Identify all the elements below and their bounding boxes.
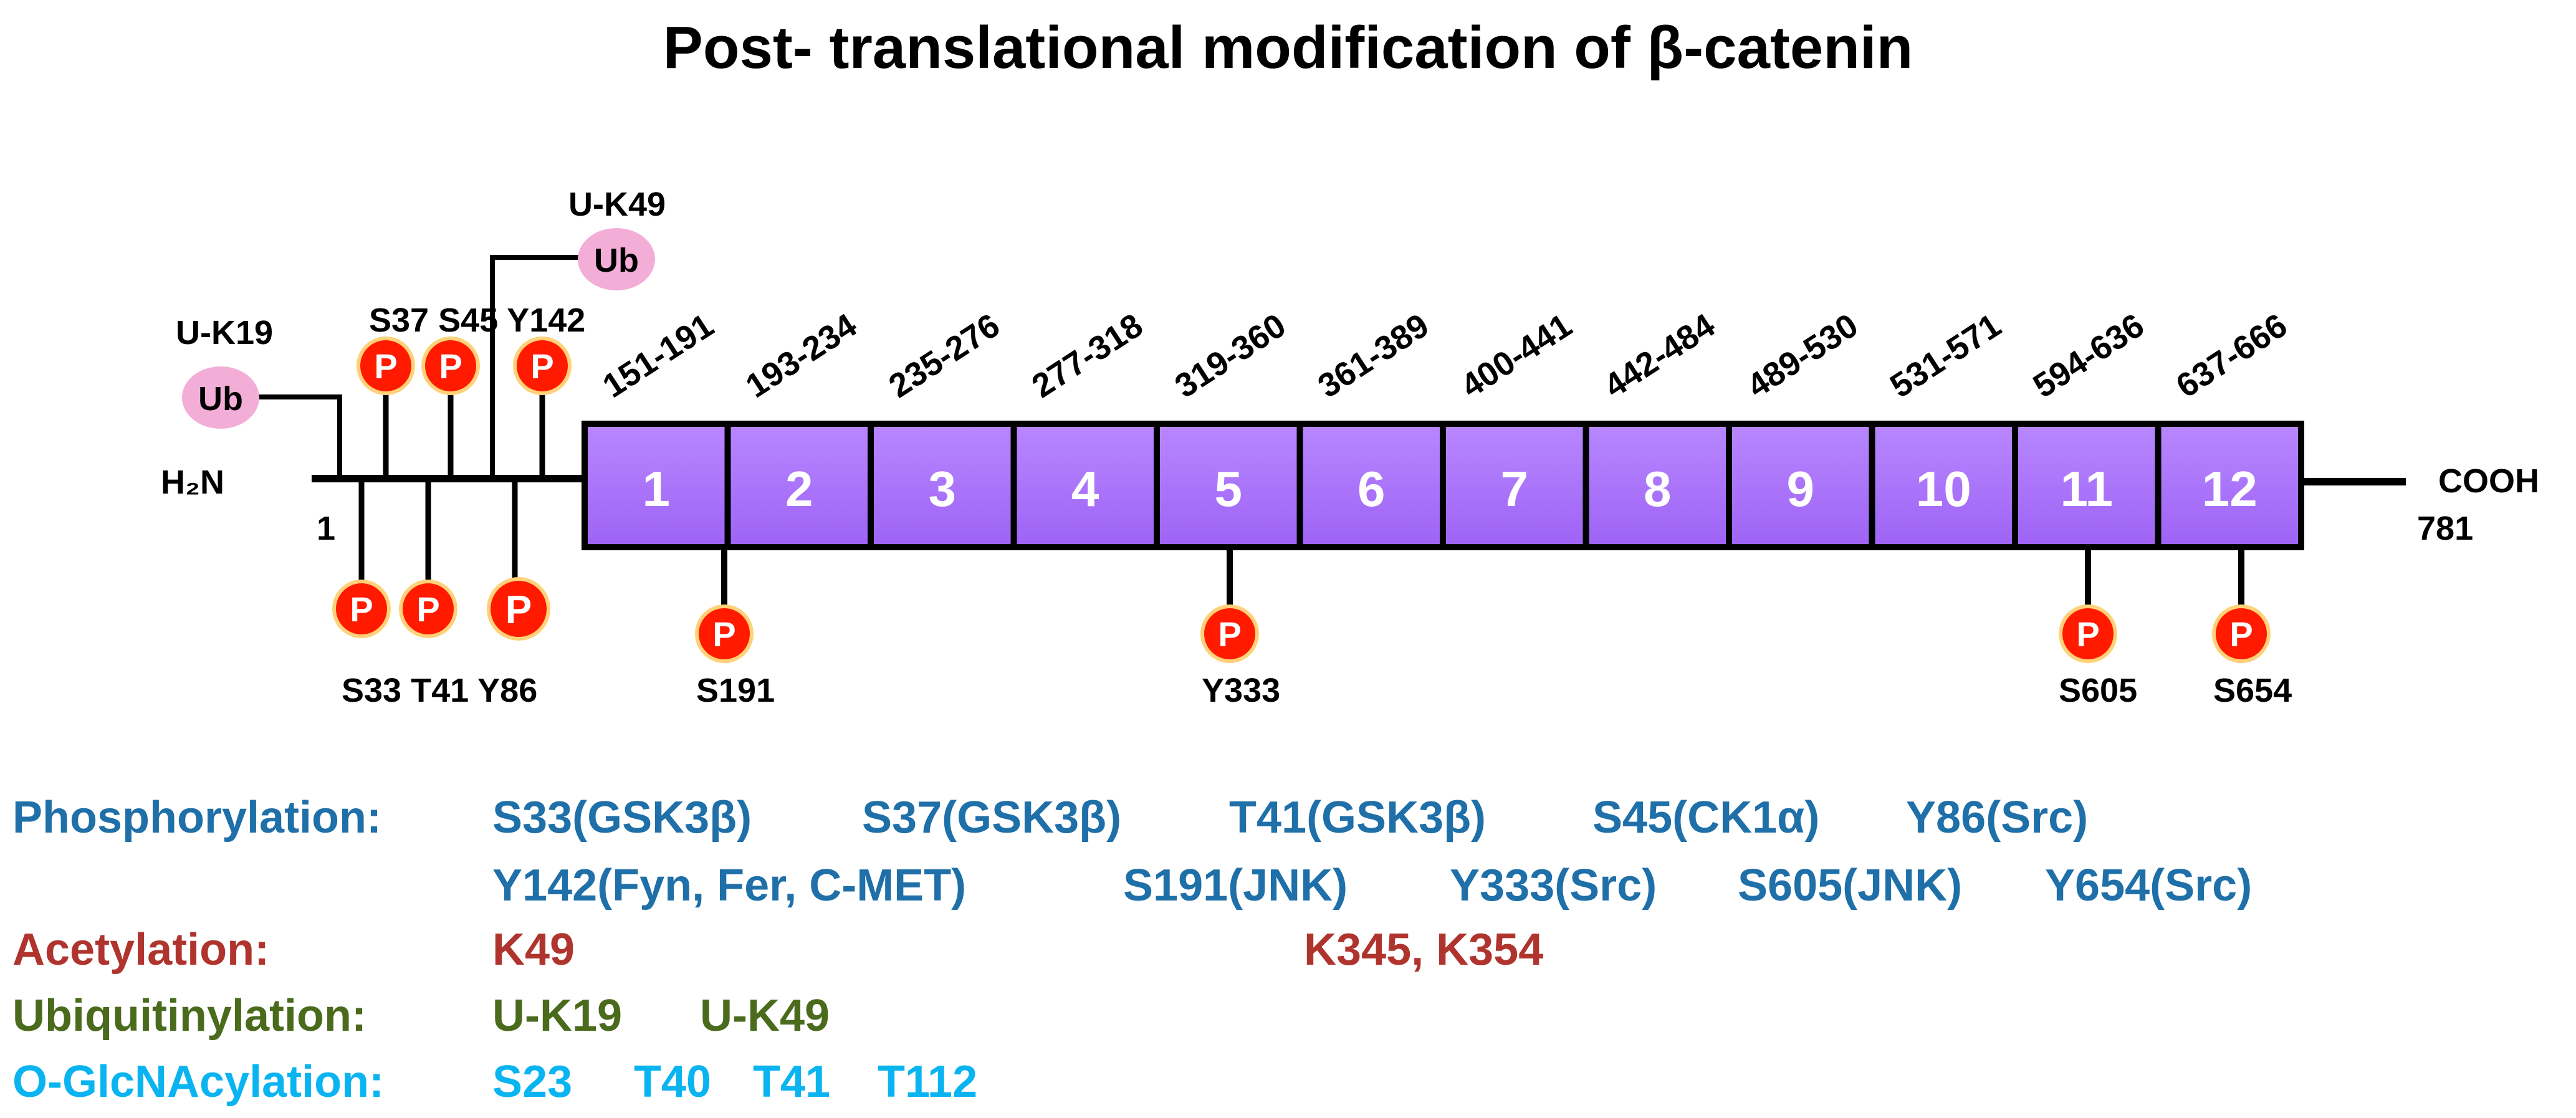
phospho-marker-s45: P [421,337,480,395]
ub-marker-text: Ub [198,380,243,418]
domain-range-11: 594-636 [2027,307,2151,405]
phospho-marker-t41: P [399,580,457,638]
label-s605: S605 [2059,672,2137,709]
domain-number-1: 1 [643,461,671,517]
domain-range-2: 193-234 [739,307,863,405]
label-uk49: U-K49 [568,186,666,223]
domain-number-8: 8 [1644,461,1672,517]
phospho-letter: P [374,346,397,386]
domain-box-1 [582,421,731,550]
armadillo-repeats: 1 151-191 2 193-234 3 235-276 4 277-318 5 319-360… [582,307,2304,550]
legend-acetylation-item: K345, K354 [1304,925,1544,975]
ub-marker-k19: Ub [182,366,259,429]
domain-range-10: 531-571 [1884,307,2008,405]
domain-number-12: 12 [2202,461,2258,517]
domain-range-12: 637-666 [2170,307,2294,405]
diagram-title: Post- translational modification of β-ca… [663,14,1913,81]
phospho-letter: P [350,590,373,629]
phospho-letter: P [416,590,439,629]
phospho-marker-s33: P [332,580,391,638]
legend-phospho-item: S191(JNK) [1123,861,1348,910]
phospho-marker-s191: P [695,604,754,663]
phospho-letter: P [2076,614,2099,654]
legend-phospho-item: Y333(Src) [1450,861,1657,910]
phospho-marker-s654: P [2212,604,2271,663]
phospho-letter: P [2229,614,2253,654]
domain-number-9: 9 [1787,461,1815,517]
legend-glcnac-item: S23 [492,1057,573,1107]
phospho-marker-y86: P [487,577,550,641]
legend-ubiquitinylation-item: U-K19 [492,991,623,1041]
ub-marker-k49: Ub [578,228,655,290]
label-s654: S654 [2213,672,2292,709]
ub-marker-text: Ub [594,242,639,279]
domain-box-8 [1582,421,1732,550]
domain-box-10 [1869,421,2018,550]
legend-phospho-item: Y654(Src) [2045,861,2253,910]
phospho-letter: P [1218,614,1241,654]
legend-phospho-item: S45(CK1α) [1592,793,1820,843]
label-s191: S191 [696,672,775,709]
legend-glcnac-item: T41 [753,1057,831,1107]
domain-box-3 [868,421,1017,550]
legend-phospho-item: S33(GSK3β) [492,793,752,843]
domain-number-2: 2 [785,461,813,517]
connector-uk19 [236,394,342,479]
domain-range-3: 235-276 [883,307,1007,405]
domain-number-3: 3 [929,461,957,517]
legend-glcnac-item: T40 [634,1057,712,1107]
domain-box-7 [1440,421,1589,550]
connector-uk49 [490,255,588,479]
domain-range-9: 489-530 [1741,307,1865,405]
domain-range-8: 442-484 [1597,307,1721,405]
domain-number-6: 6 [1357,461,1386,517]
domain-range-1: 151-191 [596,307,721,405]
legend-phospho-item: Y86(Src) [1906,793,2089,843]
legend-phospho-item: S605(JNK) [1738,861,1963,910]
domain-number-7: 7 [1501,461,1529,517]
label-y333: Y333 [1202,672,1280,709]
legend-acetylation-label: Acetylation: [12,925,270,975]
domain-number-10: 10 [1916,461,1971,517]
domain-range-5: 319-360 [1169,307,1293,405]
domain-range-7: 400-441 [1455,307,1579,405]
label-top-phospho-sites: S37 S45 Y142 [369,302,585,339]
c-terminal-label: COOH [2438,462,2539,500]
legend-acetylation-item: K49 [492,925,575,975]
phospho-marker-y142: P [513,337,572,395]
domain-range-4: 277-318 [1025,307,1149,405]
domain-number-4: 4 [1071,461,1099,517]
legend-phospho-item: Y142(Fyn, Fer, C-MET) [492,861,967,910]
domain-number-11: 11 [2060,461,2113,517]
n-terminal-label: H₂N [161,464,224,501]
domain-number-5: 5 [1215,461,1243,517]
phospho-letter: P [505,587,532,632]
phospho-letter: P [530,346,553,386]
domain-box-9 [1726,421,1875,550]
n-terminal-position: 1 [317,510,335,547]
legend-ubiquitinylation-item: U-K49 [700,991,830,1041]
phospho-marker-s605: P [2059,604,2117,663]
phospho-marker-s37: P [357,337,415,395]
legend-ubiquitinylation-label: Ubiquitinylation: [12,991,366,1041]
domain-range-6: 361-389 [1311,307,1435,405]
label-bottom-n-sites: S33 T41 Y86 [342,672,537,709]
legend-phosphorylation-label: Phosphorylation: [12,793,381,843]
domain-box-12 [2155,421,2304,550]
phospho-marker-y333: P [1200,604,1259,663]
phospho-letter: P [712,614,735,654]
label-uk19: U-K19 [176,314,273,351]
legend-phospho-item: S37(GSK3β) [862,793,1122,843]
legend-glcnac-item: T112 [878,1057,978,1107]
phospho-letter: P [439,346,462,386]
legend-glcnac-label: O-GlcNAcylation: [12,1057,385,1107]
c-terminal-position: 781 [2417,510,2473,547]
legend-phospho-item: T41(GSK3β) [1229,793,1487,843]
